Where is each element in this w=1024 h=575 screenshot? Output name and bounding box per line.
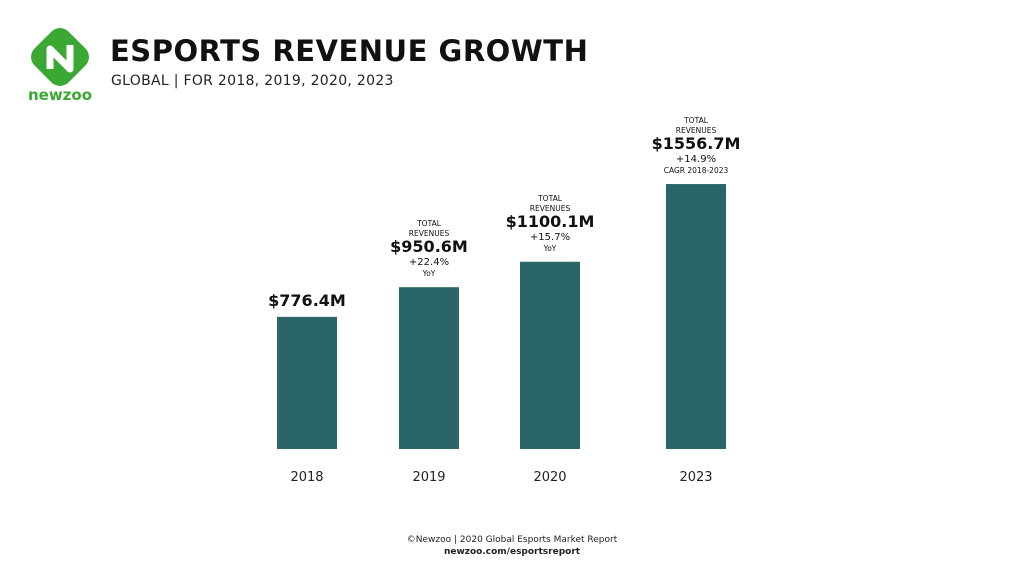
growth-note-2023: CAGR 2018-2023 [664, 166, 729, 175]
value-label-2018: $776.4M [268, 291, 346, 310]
footer-source: ©Newzoo | 2020 Global Esports Market Rep… [406, 535, 618, 545]
growth-note-2019: YoY [422, 269, 436, 278]
value-label-2023: $1556.7M [652, 134, 741, 153]
total-label-2023: TOTAL REVENUES [676, 116, 717, 135]
total-label-2019: TOTAL REVENUES [409, 219, 450, 238]
bar-2020 [520, 261, 580, 449]
growth-label-2020: +15.7% [530, 232, 570, 243]
page-subtitle: GLOBAL | FOR 2018, 2019, 2020, 2023 [111, 73, 394, 89]
bar-2018 [277, 316, 337, 449]
growth-label-2023: +14.9% [676, 154, 716, 165]
growth-label-2019: +22.4% [409, 257, 449, 268]
value-label-2019: $950.6M [390, 237, 468, 256]
page-title: ESPORTS REVENUE GROWTH [110, 34, 589, 68]
brand-name: newzoo [27, 86, 93, 104]
total-label-2020: TOTAL REVENUES [530, 194, 571, 213]
bar-2023 [666, 184, 726, 449]
x-tick-label-2023: 2023 [679, 470, 712, 485]
bar-2019 [399, 287, 459, 449]
x-tick-label-2018: 2018 [290, 470, 323, 485]
growth-note-2020: YoY [543, 244, 557, 253]
x-tick-label-2020: 2020 [533, 470, 566, 485]
newzoo-logo-icon [31, 28, 89, 86]
x-tick-label-2019: 2019 [412, 470, 445, 485]
value-label-2020: $1100.1M [506, 212, 595, 231]
footer-url[interactable]: newzoo.com/esportsreport [443, 547, 581, 557]
